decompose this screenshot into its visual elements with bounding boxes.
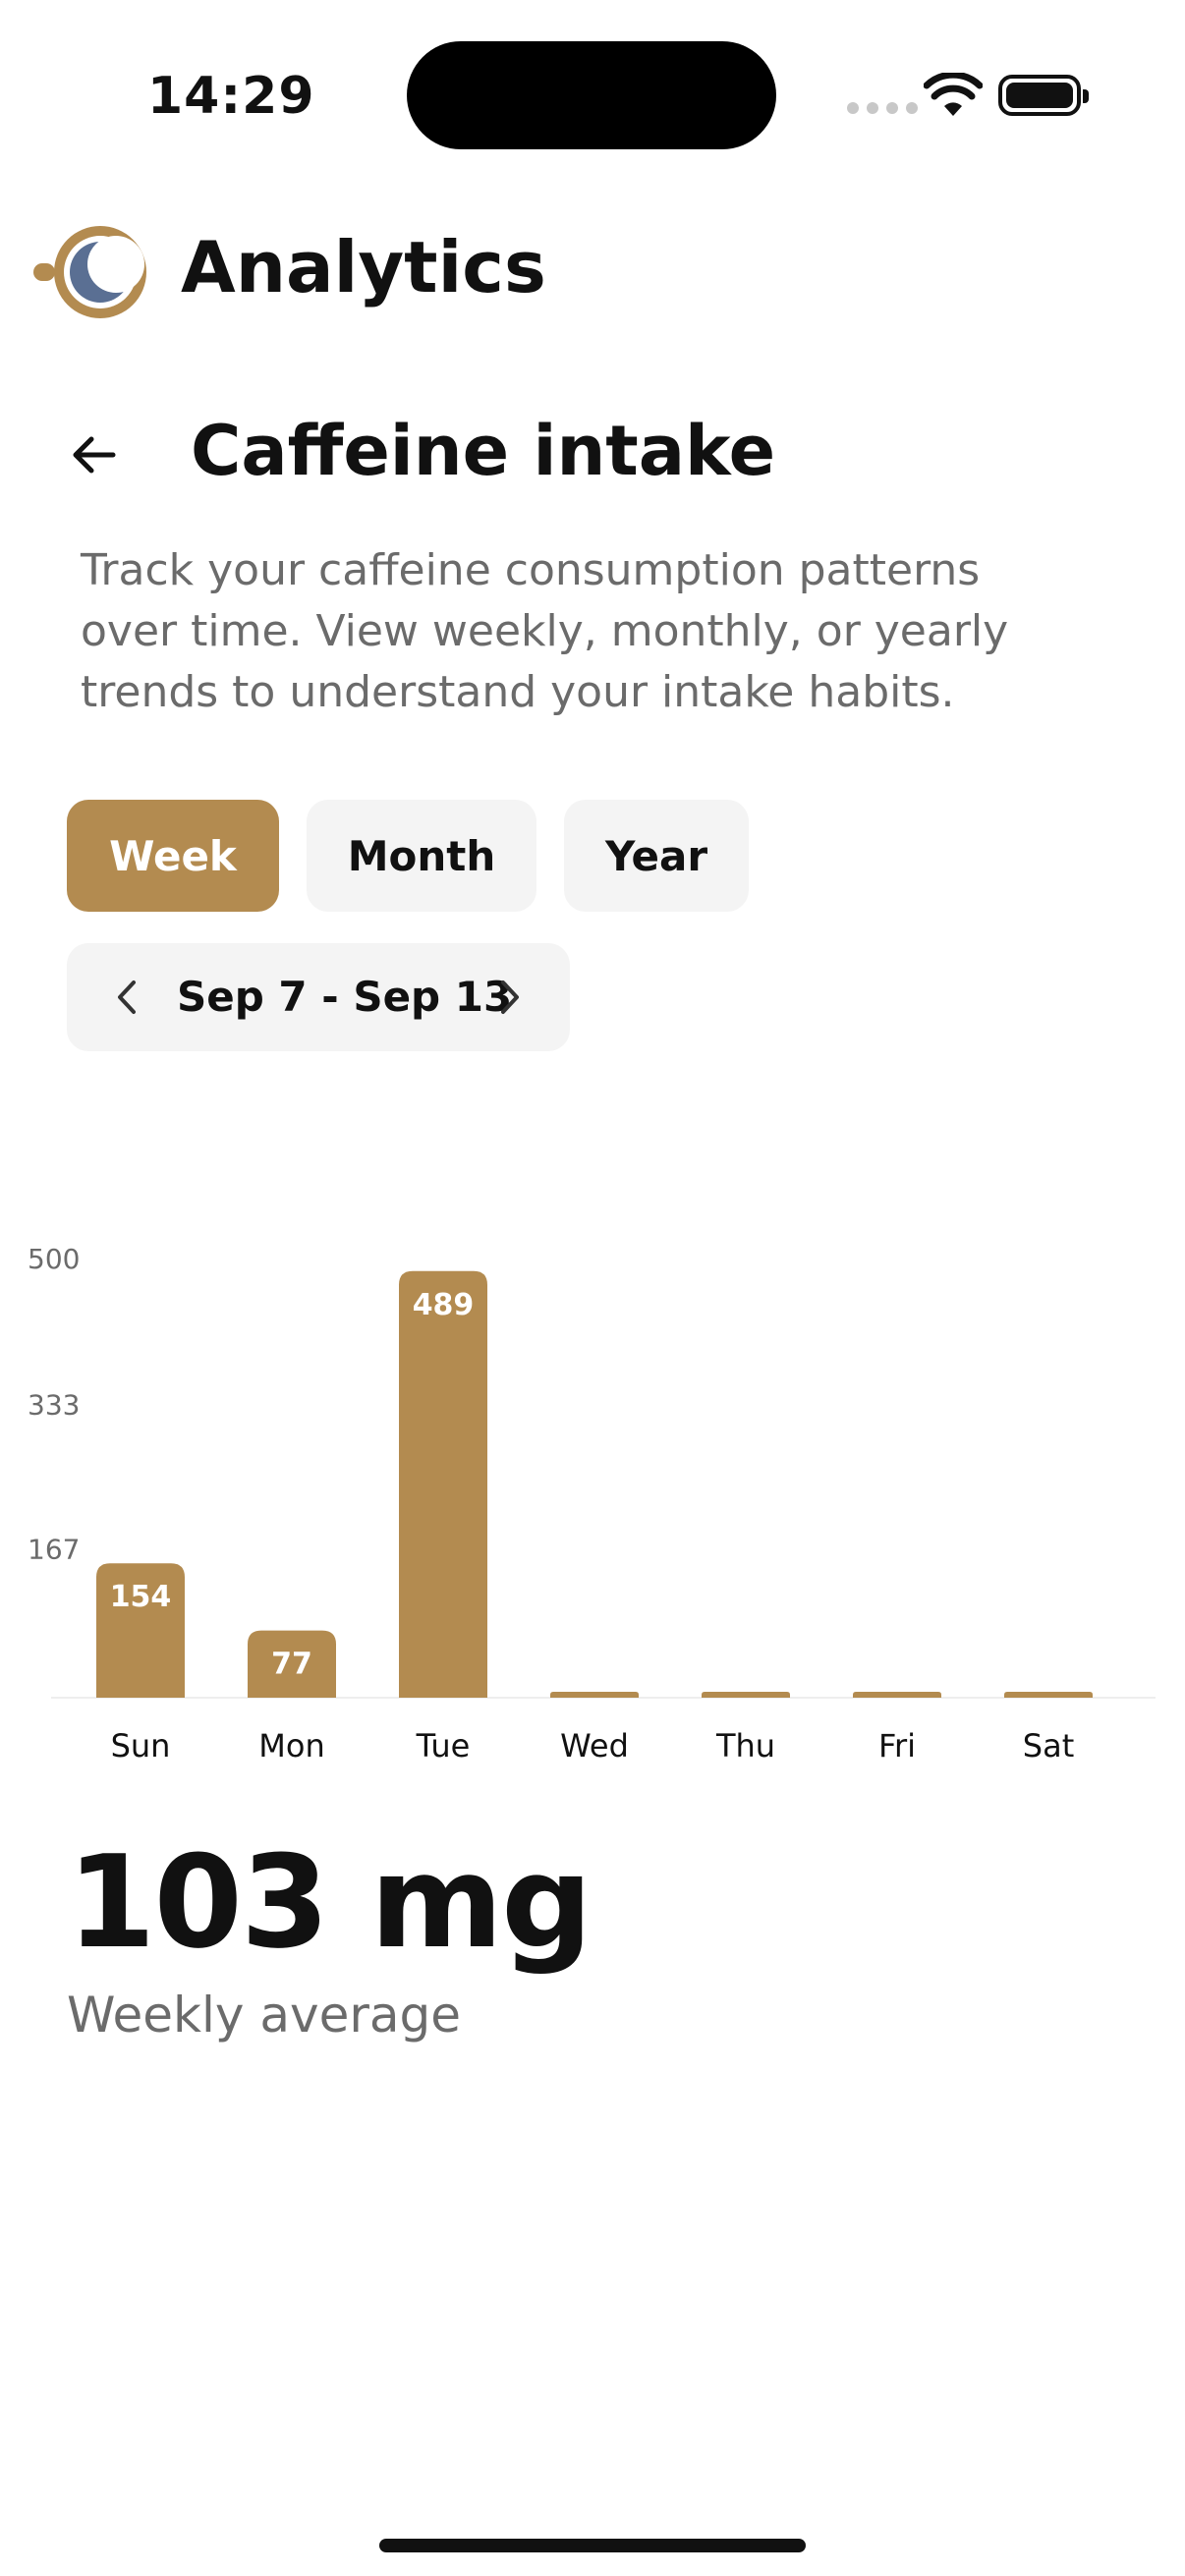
chevron-right-icon [501,980,519,1014]
page-description: Track your caffeine consumption patterns… [81,545,1009,717]
home-indicator [379,2539,806,2552]
tab-month[interactable]: Month [307,800,536,912]
bar-thu [702,1692,790,1698]
battery-icon [998,75,1089,116]
bar-mon [248,1630,336,1698]
status-time: 14:29 [147,67,315,126]
next-range-button[interactable] [483,971,536,1024]
app-title: Analytics [181,226,546,308]
date-range-label: Sep 7 - Sep 13 [177,973,513,1021]
bar-wed [550,1692,639,1698]
x-tick-label: Fri [878,1727,916,1764]
bar-value-label: 77 [271,1648,312,1682]
page-title: Caffeine intake [191,411,776,491]
arrow-left-icon [73,436,116,474]
x-tick-label: Sun [111,1727,171,1764]
caffeine-bar-chart: 167 333 500 154 Sun 77 Mon 489 Tue Wed Thu Fri Sat [28,1243,1156,1764]
x-tick-label: Mon [258,1727,324,1764]
x-tick-label: Sat [1023,1727,1074,1764]
tab-week[interactable]: Week [67,800,279,912]
bar-sat [1004,1692,1093,1698]
back-button[interactable] [59,420,128,489]
x-tick-label: Tue [416,1727,471,1764]
tab-year[interactable]: Year [564,800,749,912]
coffee-moon-logo-icon [33,226,146,318]
y-tick-label: 167 [28,1534,80,1566]
x-tick-label: Thu [715,1727,775,1764]
bar-value-label: 154 [110,1580,172,1614]
dynamic-island [407,41,776,149]
x-tick-label: Wed [560,1727,629,1764]
chevron-left-icon [118,980,136,1014]
date-range-selector: Sep 7 - Sep 13 [67,943,570,1051]
y-tick-label: 333 [28,1388,80,1421]
wifi-icon [924,73,983,116]
bar-tue [399,1270,487,1698]
bar-value-label: 489 [413,1288,475,1322]
cellular-signal-icon [847,102,918,114]
previous-range-button[interactable] [100,971,153,1024]
y-tick-label: 500 [28,1243,80,1275]
weekly-average-label: Weekly average [67,1987,462,2044]
bar-fri [853,1692,941,1698]
bar-sun [96,1563,185,1698]
weekly-average-value: 103 mg [67,1827,592,1977]
